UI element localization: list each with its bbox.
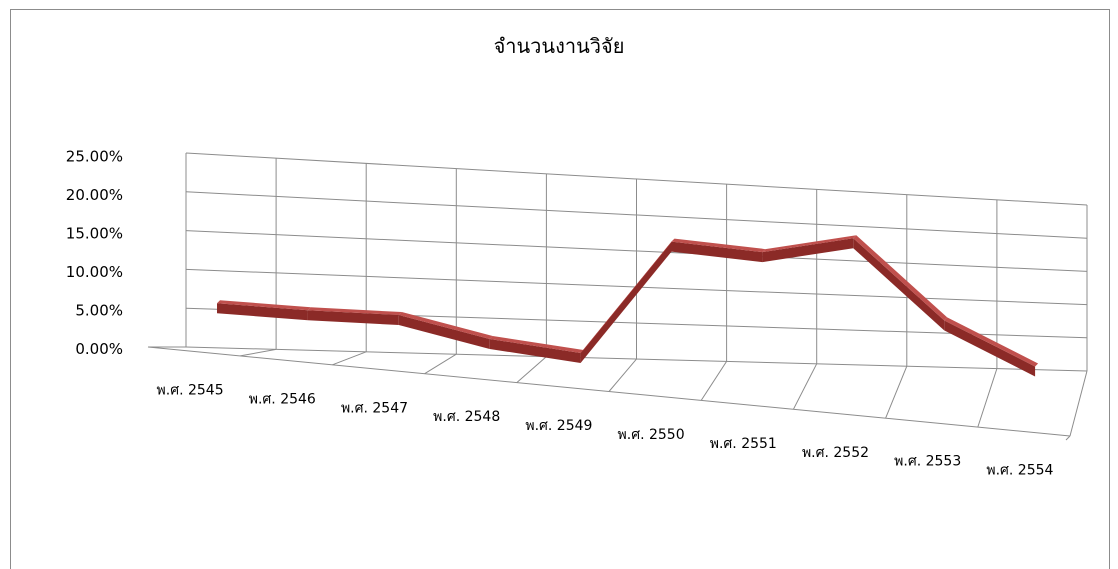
x-tick-label: พ.ศ. 2552 xyxy=(802,445,869,461)
series-ribbon xyxy=(217,235,1038,376)
y-tick-label: 10.00% xyxy=(66,263,123,281)
x-tick-label: พ.ศ. 2551 xyxy=(710,436,777,452)
floor-corner-tick xyxy=(1066,436,1070,440)
x-axis-labels: พ.ศ. 2545 พ.ศ. 2546 พ.ศ. 2547 พ.ศ. 2548 พ.ศ.… xyxy=(157,382,1054,478)
x-tick-label: พ.ศ. 2549 xyxy=(525,418,592,434)
ribbon-segment-side xyxy=(853,238,944,330)
gridline-floor xyxy=(701,361,726,400)
x-tick-label: พ.ศ. 2546 xyxy=(249,391,316,407)
y-tick-label: 0.00% xyxy=(75,340,123,358)
x-tick-label: พ.ศ. 2553 xyxy=(894,454,961,470)
ribbon-segment-top xyxy=(944,317,1038,366)
x-tick-label: พ.ศ. 2548 xyxy=(433,409,500,425)
x-tick-label: พ.ศ. 2547 xyxy=(341,400,408,416)
y-tick-label: 25.00% xyxy=(66,148,123,166)
ribbon-segment-top xyxy=(853,235,947,320)
gridline-floor xyxy=(1070,371,1087,436)
gridline-floor xyxy=(978,369,997,428)
y-tick-label: 20.00% xyxy=(66,186,123,204)
gridline-floor xyxy=(517,357,547,383)
gridline-floor xyxy=(609,359,637,392)
gridline-floor xyxy=(793,364,816,410)
gridline-floor xyxy=(240,349,276,356)
gridline-floor xyxy=(886,366,907,418)
x-tick-label: พ.ศ. 2545 xyxy=(157,382,224,398)
ribbon-segment-top xyxy=(581,239,675,353)
x-tick-label: พ.ศ. 2550 xyxy=(618,427,685,443)
gridline-floor xyxy=(332,352,366,365)
x-tick-label: พ.ศ. 2554 xyxy=(986,463,1053,479)
y-tick-label: 15.00% xyxy=(66,225,123,243)
y-tick-label: 5.00% xyxy=(75,302,123,320)
gridline-floor xyxy=(425,354,457,374)
ribbon-segment-side xyxy=(581,242,672,363)
y-axis-ticks: 0.00% 5.00% 10.00% 15.00% 20.00% 25.00% xyxy=(66,148,123,359)
